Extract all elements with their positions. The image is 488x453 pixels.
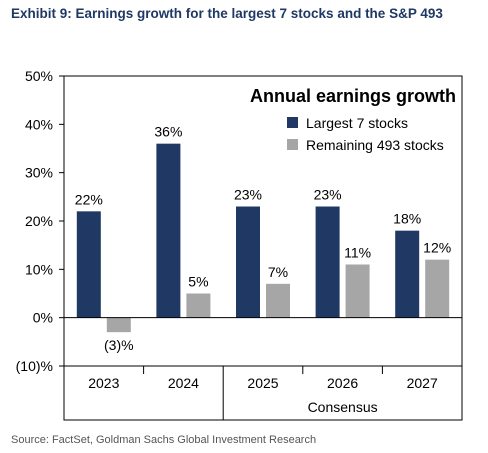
data-label: (3)% [104, 337, 134, 353]
data-label: 5% [188, 274, 208, 290]
y-tick-label: 20% [25, 213, 53, 229]
data-label: 22% [75, 191, 103, 207]
legend-label: Remaining 493 stocks [306, 137, 444, 153]
bar-largest-7 [395, 230, 420, 318]
x-tick-label: 2025 [247, 375, 278, 391]
legend: Annual earnings growth Largest 7 stocks Re… [250, 86, 456, 153]
bar-largest-7 [236, 206, 260, 318]
bar-remaining-493 [266, 283, 290, 318]
y-axis: 50% 40% 30% 20% 10% 0% (10)% [16, 68, 65, 374]
x-tick-label: 2027 [407, 375, 438, 391]
data-label: 11% [344, 245, 371, 261]
legend-swatch [287, 117, 298, 128]
source-note: Source: FactSet, Goldman Sachs Global In… [11, 434, 317, 446]
group-label-consensus: Consensus [308, 399, 378, 415]
bar-remaining-493 [345, 264, 370, 318]
data-label: 18% [393, 211, 421, 227]
y-tick-label: 30% [25, 165, 53, 181]
exhibit-title: Exhibit 9: Earnings growth for the large… [11, 6, 443, 21]
x-tick-label: 2023 [88, 375, 119, 391]
bar-largest-7 [76, 211, 101, 318]
x-axis: 2023 2024 2025 2026 2027 Consensus [64, 317, 462, 420]
data-label: 23% [314, 187, 342, 203]
data-label: 36% [154, 124, 182, 140]
y-tick-label: 50% [25, 68, 53, 84]
bar-remaining-493 [186, 293, 211, 318]
y-tick-label: 40% [25, 116, 53, 132]
data-label: 23% [234, 187, 262, 203]
legend-swatch [287, 139, 298, 150]
bar-largest-7 [315, 206, 340, 318]
bar-remaining-493 [425, 259, 450, 318]
y-tick-label: 10% [25, 261, 53, 277]
bar-largest-7 [156, 143, 181, 318]
data-label: 7% [268, 264, 288, 280]
x-tick-label: 2024 [168, 375, 199, 391]
data-label: 12% [423, 240, 451, 256]
legend-label: Largest 7 stocks [306, 115, 408, 131]
data-labels: 22% (3)% 36% 5% 23% 7% 23% 11% 18%12% [75, 124, 451, 353]
x-tick-label: 2026 [327, 375, 358, 391]
y-tick-label: (10)% [16, 358, 53, 374]
y-tick-label: 0% [33, 310, 53, 326]
bar-remaining-493 [106, 317, 131, 333]
bars [76, 143, 450, 333]
chart-title: Annual earnings growth [250, 86, 456, 106]
